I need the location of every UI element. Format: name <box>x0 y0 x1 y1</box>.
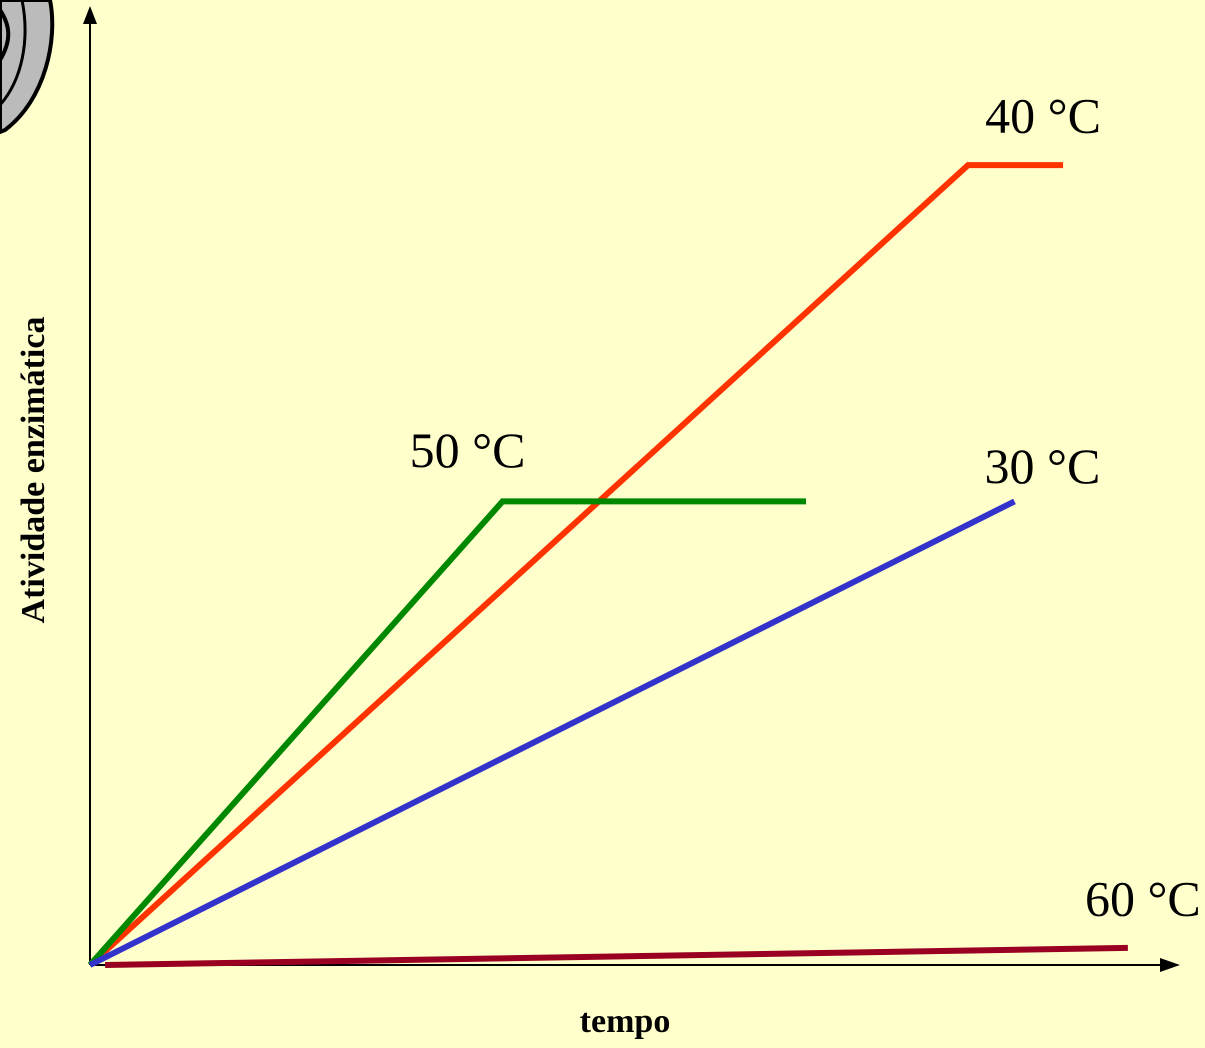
background <box>0 0 1205 1048</box>
series-label: 30 °C <box>985 438 1101 494</box>
series-label: 60 °C <box>1085 870 1201 926</box>
y-axis-label: Atividade enzimática <box>15 317 52 624</box>
series-label: 40 °C <box>985 88 1101 144</box>
chart: Atividade enzimática tempo 40 °C 50 °C 30 … <box>0 0 1205 1048</box>
series-label: 50 °C <box>410 422 526 478</box>
x-axis-label: tempo <box>580 1003 671 1040</box>
